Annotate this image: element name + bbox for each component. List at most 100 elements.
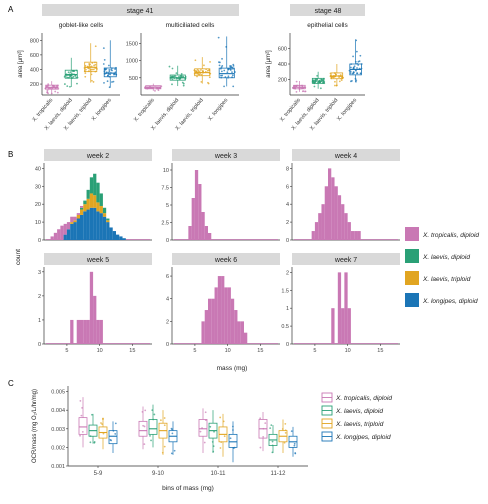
data-point xyxy=(202,70,204,73)
data-point xyxy=(198,73,201,76)
y-axis-label: area [μm²] xyxy=(266,50,272,78)
legend-label: X. longipes, diploid xyxy=(422,298,478,305)
stage-strip xyxy=(290,4,365,16)
facet-title: week 3 xyxy=(214,153,237,160)
data-point xyxy=(103,58,106,61)
legend-label: X. laevis, diploid xyxy=(335,408,383,415)
facet-title: week 5 xyxy=(86,257,109,264)
x-tick-label: 11-12 xyxy=(271,471,287,477)
y-tick-label: 200 xyxy=(30,82,39,88)
histogram-bar xyxy=(80,209,84,215)
data-point xyxy=(73,70,76,73)
legend-swatch xyxy=(405,271,419,285)
histogram-bar xyxy=(194,170,199,240)
data-point xyxy=(163,424,166,427)
histogram-bar xyxy=(63,223,67,235)
data-point xyxy=(159,419,162,422)
histogram-bar xyxy=(96,211,100,240)
y-tick-label: 1 xyxy=(38,318,41,324)
facet-strip xyxy=(44,149,152,161)
y-tick-label: 3 xyxy=(38,270,41,276)
data-point xyxy=(80,414,83,417)
facet-strip xyxy=(172,149,280,161)
histogram-bar xyxy=(188,226,192,240)
facet-strip xyxy=(292,253,400,265)
data-point xyxy=(213,430,215,433)
data-point xyxy=(220,74,222,77)
histogram-bar xyxy=(230,298,235,344)
data-point xyxy=(223,85,225,88)
data-point xyxy=(223,435,226,438)
facet-title: week 2 xyxy=(86,153,109,160)
data-point xyxy=(227,75,230,78)
histogram-bar xyxy=(76,213,80,215)
data-point xyxy=(231,71,233,74)
y-axis-label: area [μm²] xyxy=(18,50,24,78)
histogram-bar xyxy=(350,231,355,240)
y-tick-label: 0.003 xyxy=(51,427,65,433)
y-tick-label: 7.5 xyxy=(161,186,169,192)
data-point xyxy=(90,79,93,82)
data-point xyxy=(284,431,287,434)
histogram-bar xyxy=(224,287,228,344)
data-point xyxy=(352,72,355,75)
data-point xyxy=(219,61,221,64)
data-point xyxy=(107,74,109,77)
data-point xyxy=(338,80,341,83)
data-point xyxy=(195,72,198,75)
data-point xyxy=(174,75,177,78)
data-point xyxy=(94,45,97,48)
y-tick-label: 1.5 xyxy=(281,288,289,294)
histogram-bar xyxy=(221,276,225,344)
histogram-bar xyxy=(83,204,87,212)
histogram-bar xyxy=(89,193,94,208)
y-tick-label: 0.5 xyxy=(281,324,289,330)
data-point xyxy=(270,424,273,427)
histogram-bar xyxy=(80,214,84,240)
data-point xyxy=(93,441,96,443)
data-point xyxy=(229,69,232,71)
data-point xyxy=(301,90,304,93)
histogram-bar xyxy=(204,226,208,240)
histogram-bar xyxy=(96,202,100,212)
data-point xyxy=(290,430,293,433)
data-point xyxy=(79,399,82,402)
x-tick-label: 15 xyxy=(377,348,383,354)
data-point xyxy=(207,82,210,85)
y-tick-label: 6 xyxy=(286,184,289,190)
data-point xyxy=(284,422,287,425)
data-point xyxy=(103,81,105,84)
data-point xyxy=(74,74,77,77)
data-point xyxy=(163,445,166,448)
data-point xyxy=(259,446,262,449)
histogram-bar xyxy=(57,229,61,240)
histogram-bar xyxy=(60,225,64,240)
histogram-bar xyxy=(70,216,74,223)
histogram-bar xyxy=(217,276,222,344)
histogram-bar xyxy=(96,319,100,344)
panel-letter-c: C xyxy=(8,379,14,388)
data-point xyxy=(108,68,111,71)
data-point xyxy=(352,66,355,69)
data-point xyxy=(353,65,356,68)
legend-label: X. longipes, diploid xyxy=(335,434,391,441)
data-point xyxy=(171,432,174,435)
histogram-bar xyxy=(328,168,332,240)
data-point xyxy=(149,434,151,437)
y-axis-label: count xyxy=(15,249,22,265)
y-tick-label: 0.004 xyxy=(51,408,65,414)
data-point xyxy=(92,81,95,83)
data-point xyxy=(88,67,91,70)
data-point xyxy=(229,65,231,67)
data-point xyxy=(352,55,354,58)
y-axis-label: OCR/mass (mg O₂/L/hr/mg) xyxy=(32,389,38,463)
histogram-bar xyxy=(234,310,238,344)
data-point xyxy=(76,82,78,85)
histogram-bar xyxy=(109,227,113,240)
data-point xyxy=(91,413,93,416)
data-point xyxy=(231,74,234,77)
species-label: X. longipes xyxy=(336,97,358,122)
data-point xyxy=(144,409,147,412)
